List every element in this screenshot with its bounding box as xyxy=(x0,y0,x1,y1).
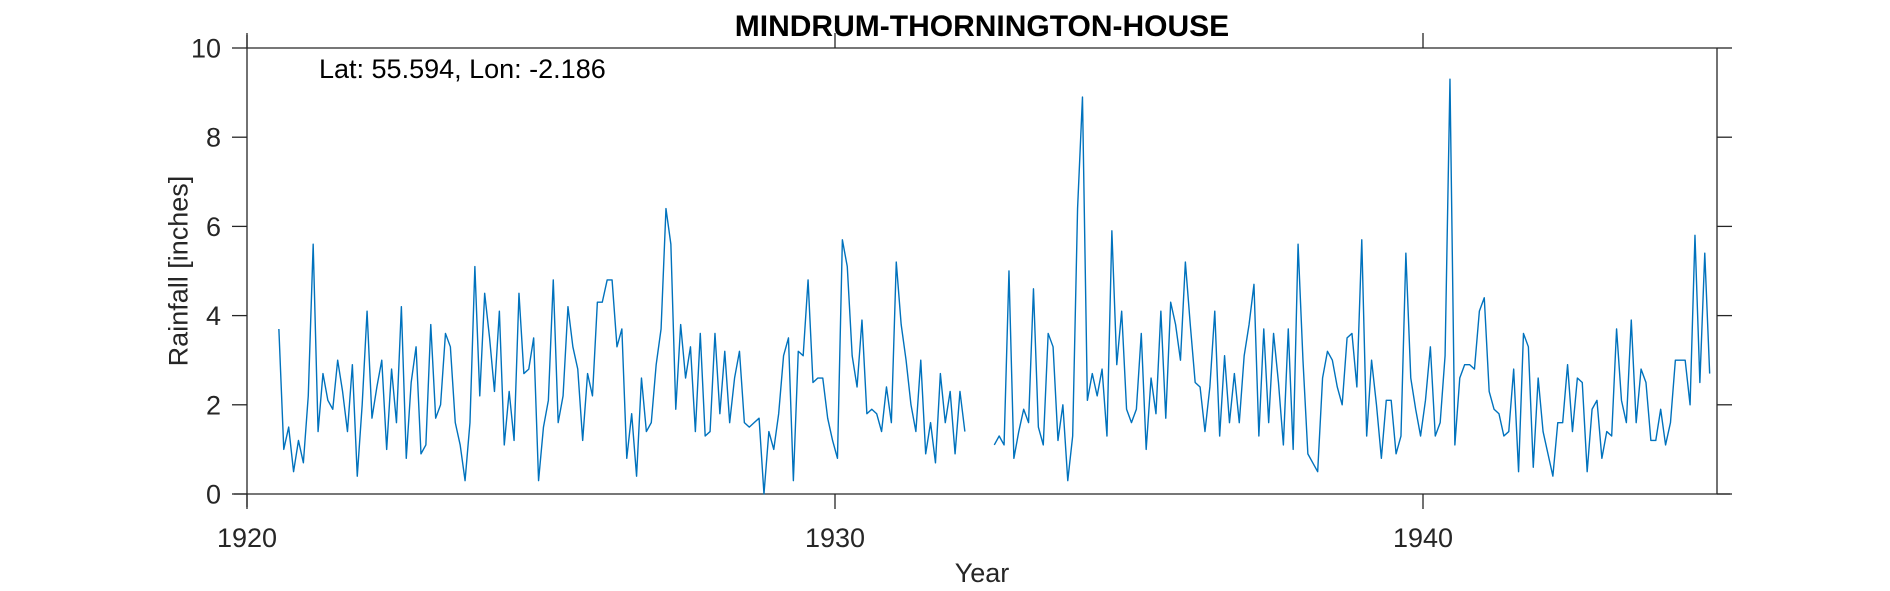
y-tick-label: 6 xyxy=(206,212,221,242)
x-axis-label: Year xyxy=(955,558,1010,588)
rainfall-series-line xyxy=(278,78,1711,495)
y-tick-label: 4 xyxy=(206,301,221,331)
x-axis-ticks: 1920 1930 1940 xyxy=(217,33,1453,553)
chart-title: MINDRUM-THORNINGTON-HOUSE xyxy=(735,10,1229,43)
x-tick-label: 1930 xyxy=(805,523,865,553)
location-annotation: Lat: 55.594, Lon: -2.186 xyxy=(319,54,606,84)
y-tick-label: 0 xyxy=(206,479,221,509)
y-tick-label: 2 xyxy=(206,390,221,420)
axes-frame xyxy=(234,35,1730,507)
x-tick-label: 1920 xyxy=(217,523,277,553)
y-tick-label: 8 xyxy=(206,123,221,153)
y-axis-ticks: 0 2 4 6 8 10 xyxy=(191,33,1732,509)
y-axis-label: Rainfall [inches] xyxy=(163,176,193,367)
y-tick-label: 10 xyxy=(191,33,221,63)
x-tick-label: 1940 xyxy=(1393,523,1453,553)
rainfall-series xyxy=(278,78,1711,495)
